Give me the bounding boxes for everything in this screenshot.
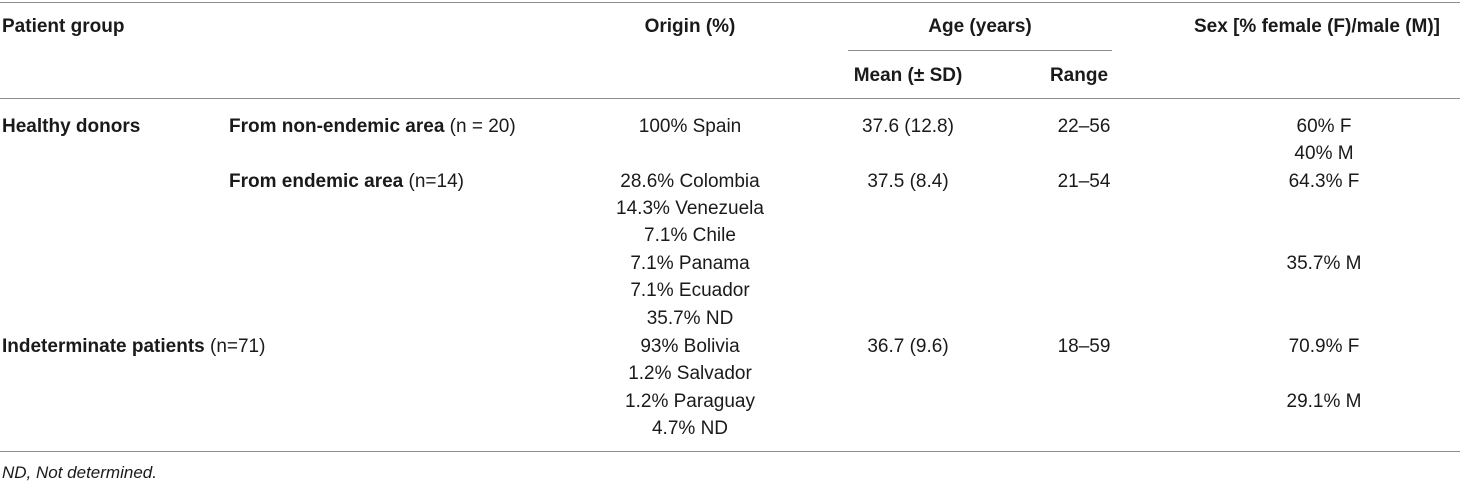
- header-origin: Origin (%): [644, 16, 736, 37]
- subgroup-endemic: From endemic area (n=14): [229, 171, 464, 193]
- subgroup-label: From endemic area: [229, 171, 404, 192]
- header-sex: Sex [% female (F)/male (M)]: [1194, 16, 1440, 37]
- age-subheader-rule: [848, 50, 1112, 51]
- origin-value: 1.2% Paraguay: [625, 391, 755, 412]
- origin-value: 100% Spain: [638, 116, 742, 137]
- sex-female-value: 64.3% F: [1288, 171, 1360, 192]
- sex-male-value: 35.7% M: [1286, 253, 1362, 274]
- age-range-value: 22–56: [1057, 116, 1111, 137]
- group-healthy-donors: Healthy donors: [2, 116, 141, 137]
- group-indeterminate-patients: Indeterminate patients (n=71): [2, 336, 265, 358]
- age-range-value: 18–59: [1057, 336, 1111, 357]
- table-bottom-rule: [0, 451, 1460, 452]
- header-age-range: Range: [1049, 65, 1109, 86]
- subgroup-non-endemic: From non-endemic area (n = 20): [229, 116, 516, 138]
- sex-male-value: 40% M: [1294, 143, 1354, 164]
- header-age: Age (years): [928, 16, 1032, 37]
- group-count: (n=71): [204, 336, 266, 357]
- top-rule: [0, 2, 1460, 3]
- sex-female-value: 60% F: [1296, 116, 1352, 137]
- header-age-mean: Mean (± SD): [853, 65, 963, 86]
- age-mean-value: 37.5 (8.4): [867, 171, 949, 192]
- sex-female-value: 70.9% F: [1288, 336, 1360, 357]
- sex-male-value: 29.1% M: [1286, 391, 1362, 412]
- subgroup-label: From non-endemic area: [229, 116, 445, 137]
- age-mean-value: 37.6 (12.8): [862, 116, 954, 137]
- origin-value: 28.6% Colombia: [620, 171, 760, 192]
- group-label: Indeterminate patients: [2, 336, 205, 357]
- subgroup-count: (n = 20): [444, 116, 516, 137]
- origin-value: 4.7% ND: [651, 418, 729, 439]
- age-range-value: 21–54: [1057, 171, 1111, 192]
- header-patient-group: Patient group: [2, 16, 125, 37]
- origin-value: 7.1% Panama: [630, 253, 750, 274]
- origin-value: 7.1% Chile: [644, 225, 736, 246]
- table-footnote: ND, Not determined.: [2, 463, 157, 482]
- origin-value: 14.3% Venezuela: [616, 198, 764, 219]
- origin-value: 1.2% Salvador: [628, 363, 752, 384]
- origin-value: 35.7% ND: [646, 308, 734, 329]
- origin-value: 7.1% Ecuador: [630, 280, 750, 301]
- age-mean-value: 36.7 (9.6): [867, 336, 949, 357]
- origin-value: 93% Bolivia: [640, 336, 740, 357]
- header-bottom-rule: [0, 98, 1460, 99]
- subgroup-count: (n=14): [403, 171, 464, 192]
